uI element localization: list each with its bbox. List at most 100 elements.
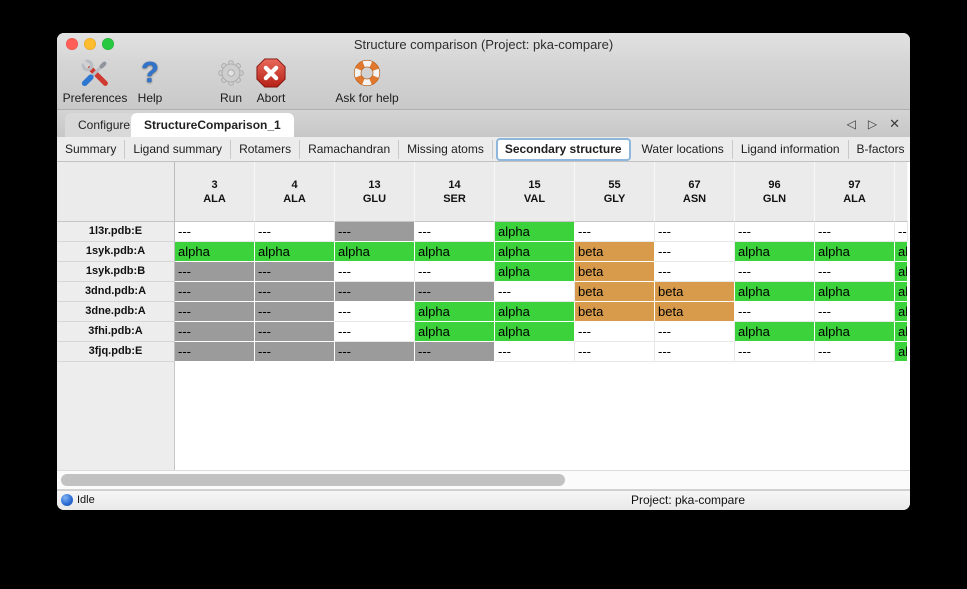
ss-cell[interactable]: --- [815, 342, 895, 362]
ss-cell[interactable]: alpha [735, 322, 815, 342]
minimize-window-button[interactable] [84, 38, 96, 50]
ss-cell[interactable]: alpha [735, 242, 815, 262]
row-header[interactable]: 3dne.pdb:A [57, 302, 175, 322]
subtab-summary[interactable]: Summary [57, 139, 126, 159]
ss-cell[interactable]: beta [655, 302, 735, 322]
ss-cell[interactable]: --- [255, 282, 335, 302]
ss-cell[interactable]: --- [255, 342, 335, 362]
ss-cell[interactable]: alpha [815, 282, 895, 302]
horizontal-scrollbar-thumb[interactable] [61, 474, 565, 486]
ss-cell[interactable]: beta [575, 282, 655, 302]
ss-cell[interactable]: --- [655, 342, 735, 362]
zoom-window-button[interactable] [102, 38, 114, 50]
ss-cell[interactable]: --- [415, 262, 495, 282]
ss-cell[interactable]: alpha [415, 322, 495, 342]
ss-cell[interactable]: --- [815, 302, 895, 322]
ss-cell[interactable]: --- [655, 242, 735, 262]
tab-structurecomparison-1[interactable]: StructureComparison_1 [131, 113, 294, 137]
ss-cell[interactable]: alpha [815, 242, 895, 262]
ss-cell[interactable]: alpha [415, 302, 495, 322]
run-button[interactable]: Run [211, 56, 251, 105]
row-header[interactable]: 1l3r.pdb:E [57, 222, 175, 242]
ss-cell[interactable]: --- [655, 262, 735, 282]
ss-cell[interactable]: --- [255, 262, 335, 282]
ss-cell[interactable]: --- [335, 302, 415, 322]
ss-cell[interactable]: --- [175, 342, 255, 362]
ss-cell[interactable]: --- [335, 222, 415, 242]
ss-cell[interactable]: alpha [895, 322, 908, 342]
ss-cell[interactable]: --- [575, 322, 655, 342]
ss-cell[interactable]: alpha [895, 262, 908, 282]
tab-forward-icon[interactable]: ▷ [867, 116, 878, 131]
ss-cell[interactable]: --- [735, 302, 815, 322]
row-header[interactable]: 3fjq.pdb:E [57, 342, 175, 362]
tab-close-icon[interactable]: ✕ [889, 115, 900, 131]
row-header[interactable]: 1syk.pdb:B [57, 262, 175, 282]
ss-cell[interactable]: --- [335, 322, 415, 342]
ask-for-help-button[interactable]: Ask for help [325, 56, 409, 105]
ss-cell[interactable]: alpha [255, 242, 335, 262]
subtab-ramachandran[interactable]: Ramachandran [300, 139, 400, 159]
ss-cell[interactable]: alpha [895, 342, 908, 362]
ss-cell[interactable]: alpha [495, 242, 575, 262]
subtab-ligand-summary[interactable]: Ligand summary [125, 139, 232, 159]
ss-cell[interactable]: alpha [495, 302, 575, 322]
ss-cell[interactable]: alpha [815, 322, 895, 342]
tab-configure[interactable]: Configure [65, 113, 144, 137]
row-header[interactable]: 1syk.pdb:A [57, 242, 175, 262]
abort-button[interactable]: Abort [248, 56, 294, 105]
subtab-b-factors[interactable]: B-factors [856, 141, 905, 156]
ss-cell[interactable]: --- [175, 222, 255, 242]
ss-cell[interactable]: --- [895, 222, 908, 242]
ss-cell[interactable]: --- [255, 302, 335, 322]
close-window-button[interactable] [66, 38, 78, 50]
ss-cell[interactable]: alpha [415, 242, 495, 262]
ss-cell[interactable]: alpha [895, 302, 908, 322]
ss-cell[interactable]: alpha [495, 322, 575, 342]
row-header[interactable]: 3dnd.pdb:A [57, 282, 175, 302]
ss-cell[interactable]: --- [735, 342, 815, 362]
ss-cell[interactable]: --- [255, 322, 335, 342]
ss-cell[interactable]: --- [175, 282, 255, 302]
ss-cell[interactable]: beta [575, 302, 655, 322]
ss-cell[interactable]: alpha [495, 262, 575, 282]
ss-cell[interactable]: --- [255, 222, 335, 242]
ss-cell[interactable]: --- [575, 342, 655, 362]
ss-cell[interactable]: --- [735, 222, 815, 242]
ss-cell[interactable]: --- [815, 222, 895, 242]
help-button[interactable]: ? Help [130, 56, 170, 105]
ss-cell[interactable]: alpha [175, 242, 255, 262]
ss-cell[interactable]: --- [415, 342, 495, 362]
ss-cell[interactable]: --- [495, 342, 575, 362]
ss-cell[interactable]: --- [335, 262, 415, 282]
horizontal-scrollbar[interactable] [57, 470, 910, 490]
subtab-missing-atoms[interactable]: Missing atoms [399, 139, 493, 159]
ss-cell[interactable]: --- [495, 282, 575, 302]
subtab-ligand-information[interactable]: Ligand information [733, 139, 849, 159]
ss-cell[interactable]: --- [175, 262, 255, 282]
ss-cell[interactable]: --- [735, 262, 815, 282]
ss-cell[interactable]: alpha [735, 282, 815, 302]
subtab-rotamers[interactable]: Rotamers [231, 139, 301, 159]
preferences-button[interactable]: Preferences [57, 56, 133, 105]
ss-cell[interactable]: beta [575, 242, 655, 262]
ss-cell[interactable]: beta [655, 282, 735, 302]
ss-cell[interactable]: --- [335, 282, 415, 302]
ss-cell[interactable]: alpha [495, 222, 575, 242]
subtab-water-locations[interactable]: Water locations [634, 139, 733, 159]
ss-cell[interactable]: --- [415, 222, 495, 242]
ss-cell[interactable]: --- [575, 222, 655, 242]
ss-cell[interactable]: beta [575, 262, 655, 282]
ss-cell[interactable]: alpha [895, 282, 908, 302]
ss-cell[interactable]: --- [655, 222, 735, 242]
subtab-secondary-structure[interactable]: Secondary structure [495, 137, 631, 161]
ss-cell[interactable]: --- [815, 262, 895, 282]
ss-cell[interactable]: --- [415, 282, 495, 302]
ss-cell[interactable]: --- [655, 322, 735, 342]
ss-cell[interactable]: alpha [895, 242, 908, 262]
ss-cell[interactable]: --- [175, 322, 255, 342]
ss-cell[interactable]: --- [175, 302, 255, 322]
ss-cell[interactable]: alpha [335, 242, 415, 262]
ss-cell[interactable]: --- [335, 342, 415, 362]
tab-back-icon[interactable]: ◁ [846, 116, 856, 131]
